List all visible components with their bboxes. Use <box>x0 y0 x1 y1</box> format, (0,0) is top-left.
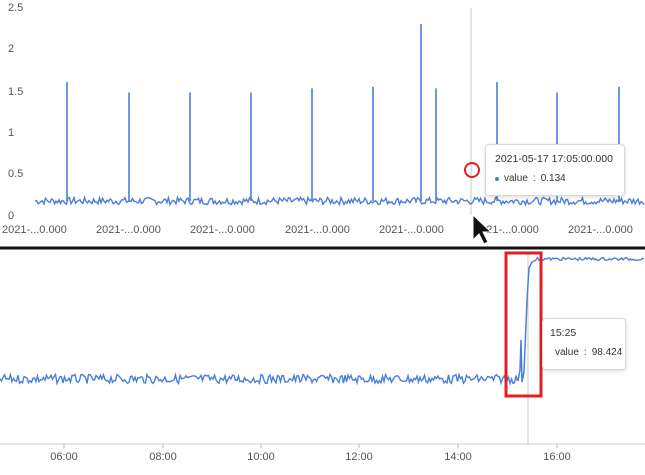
top-chart: 00.511.522.5 2021-...0.000 2021-...0.000 2… <box>2 2 645 236</box>
x-tick-label: 10:00 <box>247 451 275 463</box>
x-tick-label: 06:00 <box>50 451 78 463</box>
top-tooltip-value: 0.134 <box>540 173 566 184</box>
top-y-axis: 0 0.5 1 1.5 2 2.5 <box>8 2 23 222</box>
mouse-pointer-icon <box>472 213 493 245</box>
top-tooltip-series: value <box>504 173 528 184</box>
y-tick-label: 1 <box>8 127 14 139</box>
top-hover-point-marker <box>464 162 480 178</box>
step-highlight-box <box>504 251 543 398</box>
y-tick-label: 0 <box>8 210 14 222</box>
bottom-series-low <box>0 371 519 386</box>
x-tick-label: 16:00 <box>543 451 571 463</box>
x-tick-label: 2021-...0.000 <box>2 224 67 236</box>
bottom-series-step <box>517 259 537 383</box>
x-tick-label: 2021-...0.000 <box>568 224 633 236</box>
bottom-tooltip-row: value: 98.424 <box>555 347 623 358</box>
bottom-tooltip: 15:25 value: 98.424 <box>542 318 626 370</box>
x-tick-label: 2021-...0.000 <box>474 224 539 236</box>
y-tick-label: 0.5 <box>8 168 23 180</box>
bottom-chart: 06:00 08:00 10:00 12:00 14:00 16:00 <box>0 251 645 463</box>
bottom-series-high <box>535 256 645 262</box>
x-tick-label: 14:00 <box>444 451 472 463</box>
bottom-x-axis: 06:00 08:00 10:00 12:00 14:00 16:00 <box>50 444 571 463</box>
bottom-tooltip-value: 98.424 <box>591 347 623 358</box>
bottom-tooltip-title: 15:25 <box>550 327 577 339</box>
top-tooltip-row: value: 0.134 <box>495 173 615 184</box>
top-x-axis: 2021-...0.000 2021-...0.000 2021-...0.000 2… <box>2 224 633 236</box>
top-tooltip-title: 2021-05-17 17:05:00.000 <box>495 153 613 165</box>
bottom-tooltip-series: value <box>555 347 579 358</box>
x-tick-label: 08:00 <box>149 451 177 463</box>
x-tick-label: 2021-...0.000 <box>379 224 444 236</box>
x-tick-label: 2021-...0.000 <box>285 224 350 236</box>
x-tick-label: 2021-...0.000 <box>96 224 161 236</box>
y-tick-label: 2.5 <box>8 2 23 14</box>
x-tick-label: 2021-...0.000 <box>190 224 255 236</box>
top-tooltip: 2021-05-17 17:05:00.000 value: 0.134 <box>485 144 625 196</box>
y-tick-label: 1.5 <box>8 86 23 98</box>
series-dot-icon <box>495 176 499 181</box>
y-tick-label: 2 <box>8 43 14 55</box>
x-tick-label: 12:00 <box>345 451 373 463</box>
top-series-baseline <box>34 194 645 207</box>
